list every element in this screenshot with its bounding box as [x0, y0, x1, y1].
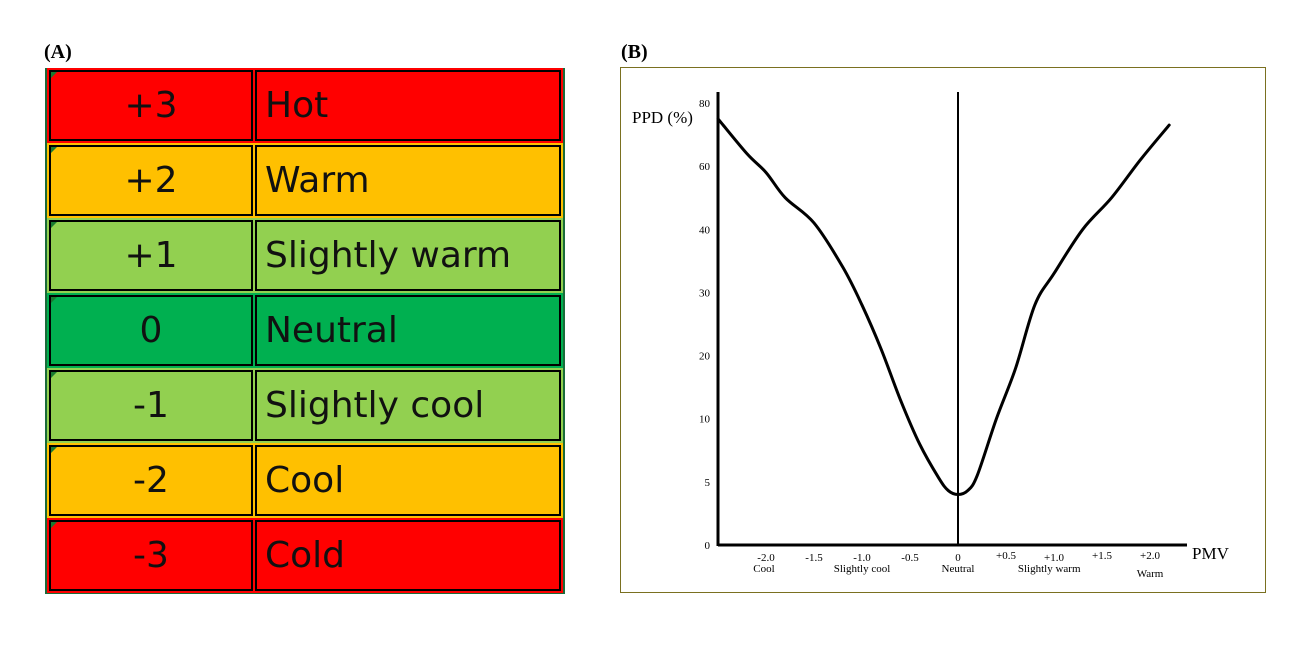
- x-tick-label: 0: [955, 552, 961, 564]
- scale-value: +1: [49, 220, 253, 291]
- scale-value: -2: [49, 445, 253, 516]
- x-tick-label: +2.0: [1140, 550, 1160, 562]
- y-tick-label: 80: [699, 98, 711, 110]
- cell-corner-marker: [51, 147, 57, 153]
- chart-frame: [620, 67, 1266, 593]
- x-tick-label: -1.5: [805, 552, 823, 564]
- scale-sensation: Slightly warm: [255, 220, 561, 291]
- scale-row: -2 Cool: [47, 443, 563, 518]
- panel-a-label: (A): [44, 41, 72, 63]
- cell-corner-marker: [51, 522, 57, 528]
- scale-row: 0 Neutral: [47, 293, 563, 368]
- scale-sensation: Slightly cool: [255, 370, 561, 441]
- x-tick-label: -2.0: [757, 552, 775, 564]
- cell-corner-marker: [51, 447, 57, 453]
- x-tick-label: +1.5: [1092, 550, 1112, 562]
- scale-value: 0: [49, 295, 253, 366]
- cell-corner-marker: [51, 72, 57, 78]
- cell-corner-marker: [51, 297, 57, 303]
- thermal-sensation-scale-table: +3 Hot +2 Warm +1 Slightly warm 0 Neutral -1 Slig…: [45, 68, 565, 594]
- y-tick-label: 0: [705, 540, 711, 552]
- cell-corner-marker: [51, 372, 57, 378]
- x-category-label: Warm: [1137, 568, 1164, 580]
- scale-sensation: Hot: [255, 70, 561, 141]
- scale-value: -3: [49, 520, 253, 591]
- y-tick-label: 60: [699, 161, 711, 173]
- scale-sensation: Cold: [255, 520, 561, 591]
- scale-row: +1 Slightly warm: [47, 218, 563, 293]
- scale-value: -1: [49, 370, 253, 441]
- scale-row: -1 Slightly cool: [47, 368, 563, 443]
- ppd-curve: [716, 117, 1171, 496]
- scale-value: +3: [49, 70, 253, 141]
- panel-b-label: (B): [621, 41, 648, 63]
- x-tick-label: -0.5: [901, 552, 919, 564]
- scale-sensation: Neutral: [255, 295, 561, 366]
- x-tick-label: +1.0: [1044, 552, 1064, 564]
- scale-row: -3 Cold: [47, 518, 563, 593]
- x-category-label: Neutral: [942, 563, 975, 575]
- x-axis-title: PMV: [1192, 544, 1230, 563]
- scale-sensation: Warm: [255, 145, 561, 216]
- y-tick-label: 30: [699, 287, 711, 299]
- cell-corner-marker: [51, 222, 57, 228]
- y-tick-label: 5: [705, 477, 711, 489]
- scale-value: +2: [49, 145, 253, 216]
- x-tick-label: +0.5: [996, 550, 1016, 562]
- y-axis-title: PPD (%): [632, 108, 693, 127]
- y-tick-label: 10: [699, 414, 711, 426]
- scale-row: +2 Warm: [47, 143, 563, 218]
- x-category-label: Slightly cool: [834, 563, 891, 575]
- x-category-label: Cool: [753, 563, 774, 575]
- y-tick-label: 40: [699, 224, 711, 236]
- scale-sensation: Cool: [255, 445, 561, 516]
- x-tick-label: -1.0: [853, 552, 871, 564]
- x-category-label: Slightly warm: [1018, 563, 1081, 575]
- y-tick-label: 20: [699, 351, 711, 363]
- scale-row: +3 Hot: [47, 68, 563, 143]
